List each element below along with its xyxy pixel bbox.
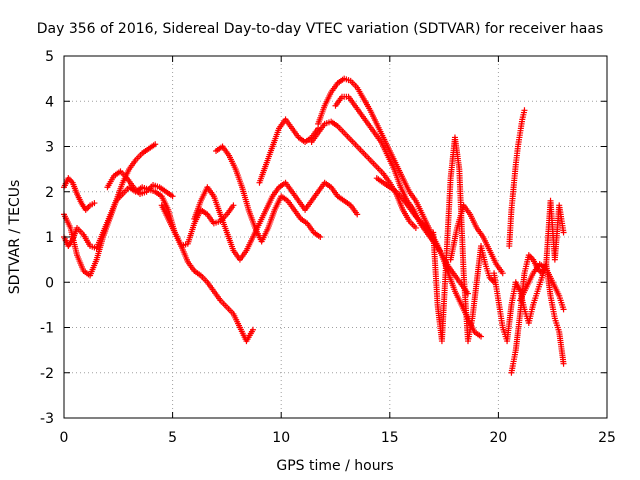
data-point [560,306,567,313]
data-point [169,193,176,200]
data-point [412,224,419,231]
series-track-n [447,202,506,277]
data-point [560,229,567,236]
series-track-m [430,134,498,345]
x-tick-label: 15 [381,430,399,446]
y-tick-label: 2 [45,185,54,201]
data-point [230,202,237,209]
series-track-c [61,175,98,213]
y-axis-label: SDTVAR / TECUs [7,180,23,295]
data-point [152,141,159,148]
series-track-e [158,202,256,345]
axis-ticks [63,55,608,419]
y-tick-label: 4 [45,94,54,110]
series-track-a [61,141,159,279]
data-point [354,211,361,218]
series-track-r [517,261,567,313]
y-tick-label: 3 [45,140,54,156]
data-point [91,200,98,207]
x-axis-label: GPS time / hours [276,458,393,474]
data-point [499,270,506,277]
y-tick-label: 1 [45,230,54,246]
x-tick-labels: 0 5 10 15 20 25 [60,430,616,446]
series-track-f [191,179,361,263]
series-track-q [506,107,528,250]
x-tick-label: 20 [489,430,507,446]
data-point [521,107,528,114]
data-point [317,234,324,240]
y-tick-label: 0 [45,275,54,291]
data-point [478,333,485,340]
chart-title: Day 356 of 2016, Sidereal Day-to-day VTE… [37,21,604,37]
data-point [560,360,567,367]
series-track-p [508,197,567,376]
y-tick-labels: -3 -2 -1 0 1 2 3 4 5 [40,49,54,427]
series-track-h [256,116,322,186]
y-tick-label: 5 [45,49,54,65]
series-track-d [104,168,176,200]
x-tick-label: 25 [598,430,616,446]
x-tick-label: 0 [60,430,69,446]
y-tick-label: -3 [40,411,54,427]
data-point [249,326,256,333]
x-tick-label: 10 [272,430,290,446]
y-tick-label: -2 [40,366,54,382]
y-tick-label: -1 [40,321,54,337]
series-track-g [213,143,324,245]
x-tick-label: 5 [168,430,177,446]
data-marks [61,75,567,376]
